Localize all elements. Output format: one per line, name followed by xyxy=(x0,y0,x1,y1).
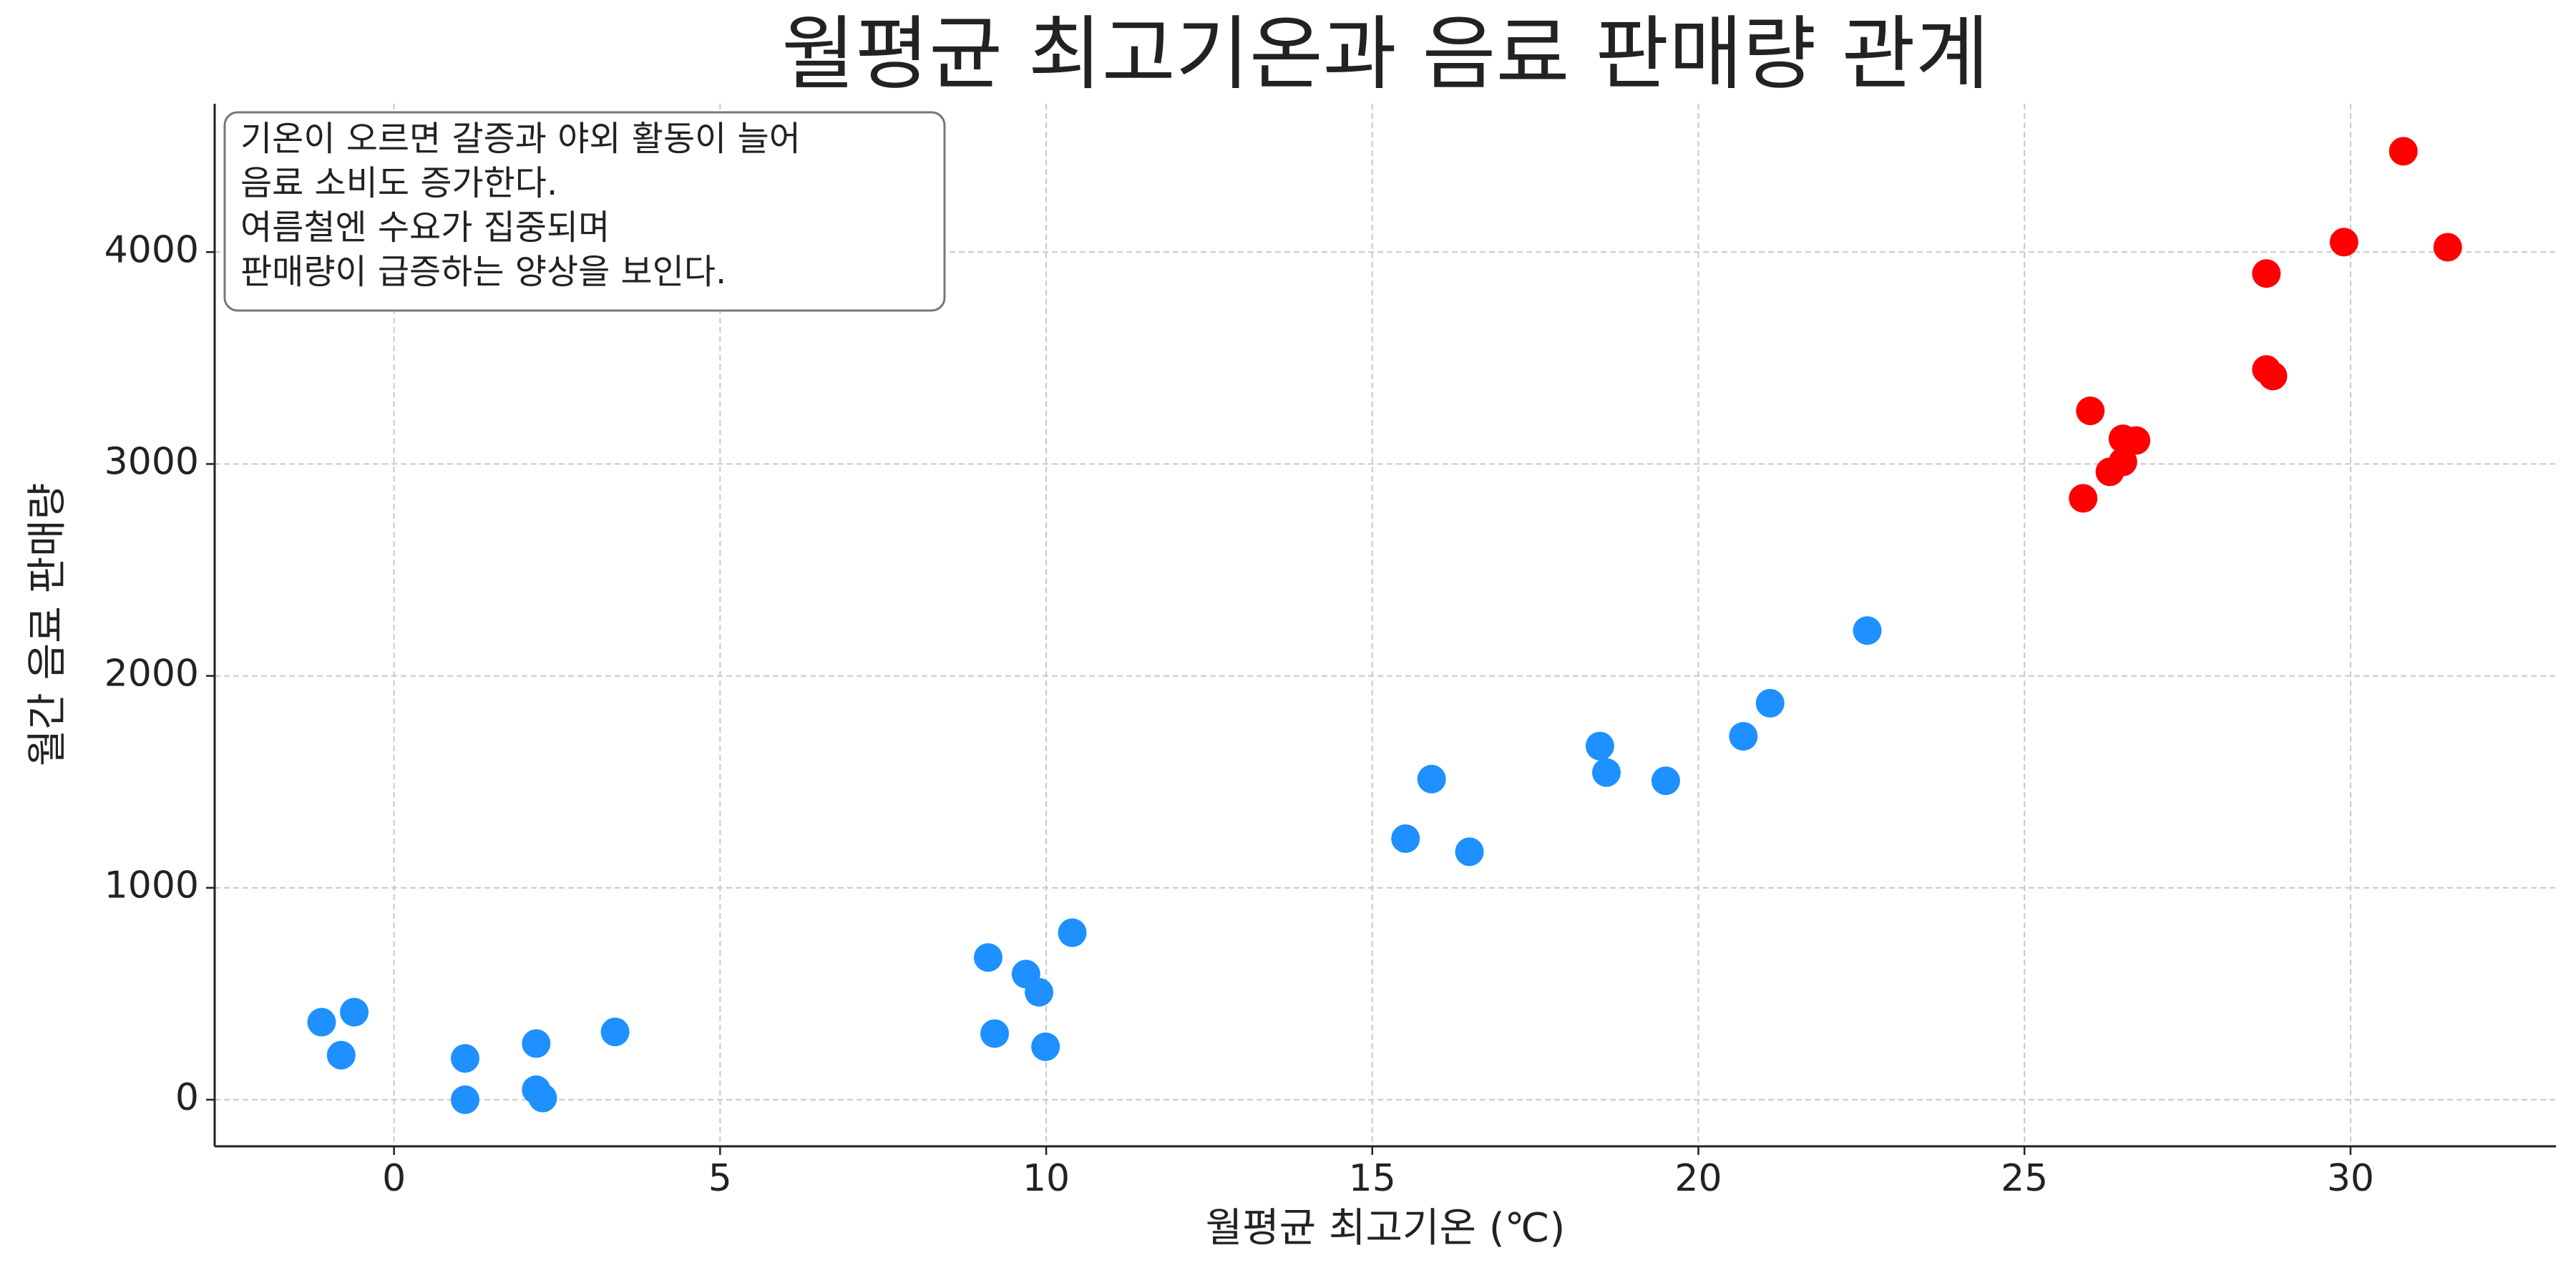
x-tick-label: 0 xyxy=(382,1157,406,1200)
point xyxy=(307,1008,336,1037)
chart-title: 월평균 최고기온과 음료 판매량 관계 xyxy=(781,8,1989,101)
point xyxy=(1031,1032,1060,1061)
point xyxy=(1729,721,1758,751)
point xyxy=(1591,758,1621,787)
point xyxy=(1058,918,1087,947)
point xyxy=(980,1019,1010,1048)
point xyxy=(326,1040,356,1070)
point xyxy=(1853,616,1882,645)
y-tick-label: 0 xyxy=(175,1076,199,1119)
point xyxy=(2329,228,2358,257)
annotation-line: 여름철엔 수요가 집중되며 xyxy=(240,208,610,248)
point xyxy=(528,1083,557,1113)
y-axis-label: 월간 음료 판매량 xyxy=(24,483,71,766)
annotation-line: 판매량이 급증하는 양상을 보인다. xyxy=(240,252,726,292)
point xyxy=(2122,426,2151,455)
point xyxy=(973,943,1002,972)
x-tick-label: 20 xyxy=(1674,1157,1722,1200)
point xyxy=(2076,396,2105,426)
x-tick-label: 10 xyxy=(1023,1157,1070,1200)
point xyxy=(1755,688,1785,718)
annotation-box xyxy=(223,111,946,312)
point xyxy=(2258,361,2288,391)
annotation-line: 음료 소비도 증가한다. xyxy=(240,163,557,203)
point xyxy=(1585,731,1614,761)
point xyxy=(600,1018,630,1047)
point xyxy=(2069,484,2098,513)
point xyxy=(450,1085,479,1114)
point xyxy=(340,997,369,1027)
point xyxy=(1651,766,1680,796)
x-axis-label: 월평균 최고기온 (℃) xyxy=(1206,1205,1566,1252)
annotation-line: 기온이 오르면 갈증과 야외 활동이 늘어 xyxy=(240,119,801,159)
point xyxy=(2108,447,2137,477)
point xyxy=(2433,233,2462,262)
point xyxy=(450,1044,479,1073)
y-tick-label: 2000 xyxy=(104,653,199,696)
y-tick-label: 4000 xyxy=(104,228,199,271)
point xyxy=(1025,977,1054,1007)
point xyxy=(1417,764,1446,794)
point xyxy=(522,1029,551,1058)
y-tick-label: 3000 xyxy=(104,440,199,483)
point xyxy=(2252,259,2281,288)
x-tick-label: 15 xyxy=(1349,1157,1396,1200)
point xyxy=(1455,837,1484,867)
point xyxy=(2389,137,2418,166)
point xyxy=(1391,824,1420,854)
x-tick-label: 25 xyxy=(2001,1157,2048,1200)
x-tick-label: 5 xyxy=(708,1157,732,1200)
y-tick-label: 1000 xyxy=(104,864,199,907)
x-tick-label: 30 xyxy=(2327,1157,2374,1200)
